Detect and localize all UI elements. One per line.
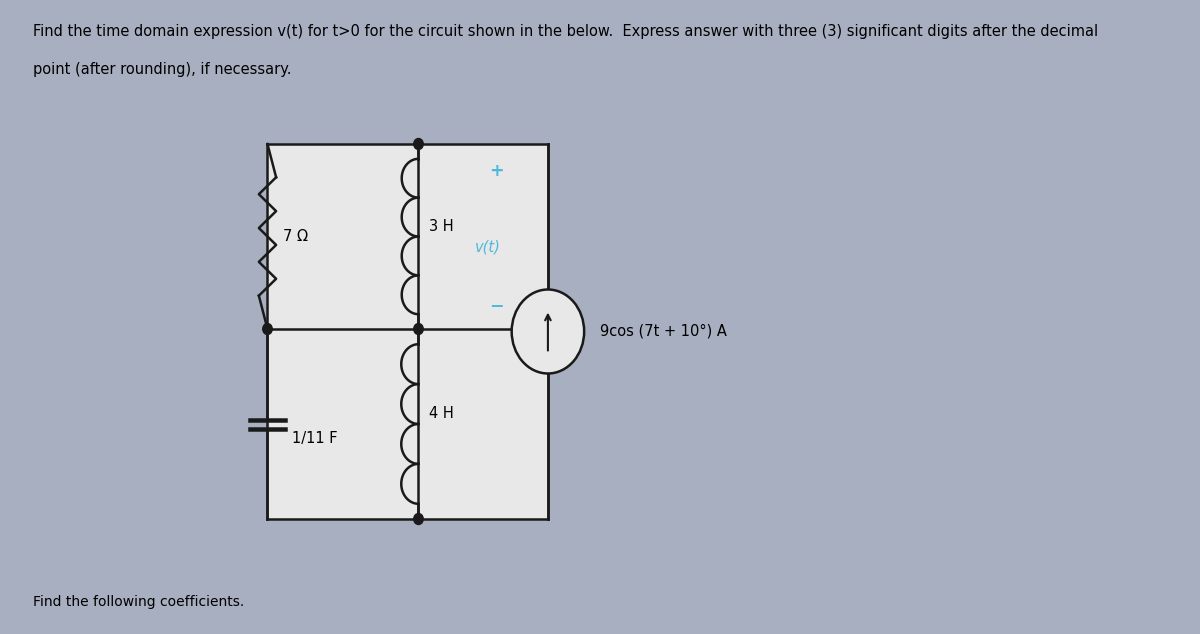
Text: Find the time domain expression v(t) for t>0 for the circuit shown in the below.: Find the time domain expression v(t) for… (32, 24, 1098, 39)
Text: point (after rounding), if necessary.: point (after rounding), if necessary. (32, 62, 292, 77)
Text: 3 H: 3 H (428, 219, 454, 234)
Text: +: + (488, 162, 504, 180)
Circle shape (414, 138, 424, 150)
Bar (268, 144, 548, 519)
Text: −: − (488, 296, 503, 314)
Circle shape (414, 514, 424, 524)
Text: v(t): v(t) (474, 239, 500, 254)
Text: Find the following coefficients.: Find the following coefficients. (32, 595, 244, 609)
Text: 7 Ω: 7 Ω (283, 229, 308, 244)
Circle shape (414, 323, 424, 335)
Text: 1/11 F: 1/11 F (292, 432, 337, 446)
Circle shape (263, 323, 272, 335)
Text: 9cos (7t + 10°) A: 9cos (7t + 10°) A (600, 324, 726, 339)
Circle shape (511, 290, 584, 373)
Text: 4 H: 4 H (428, 406, 454, 422)
